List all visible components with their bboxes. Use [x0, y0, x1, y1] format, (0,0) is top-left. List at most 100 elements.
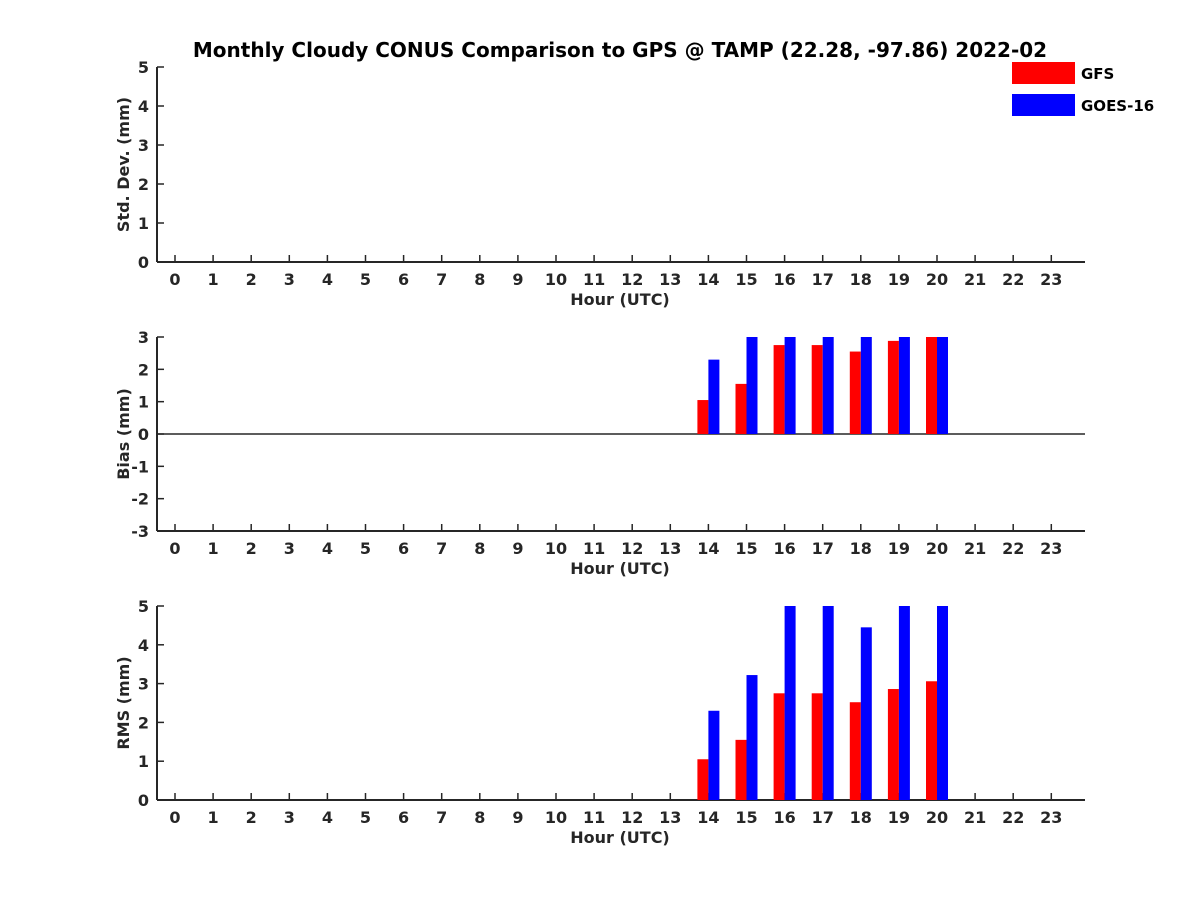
x-tick-label: 2 [246, 539, 257, 558]
bar-goes16-hour-14 [708, 710, 720, 800]
x-tick-label: 8 [474, 808, 485, 827]
x-tick-label: 15 [735, 808, 757, 827]
x-tick-label: 13 [659, 270, 681, 289]
x-tick-label: 20 [926, 270, 948, 289]
x-tick-label: 2 [246, 808, 257, 827]
x-tick-label: 1 [208, 808, 219, 827]
x-tick-label: 0 [169, 539, 180, 558]
x-tick-label: 10 [545, 539, 567, 558]
x-tick-label: 13 [659, 539, 681, 558]
x-tick-label: 18 [850, 808, 872, 827]
bar-gfs-hour-16 [773, 345, 785, 434]
y-tick-label: 2 [138, 360, 149, 379]
y-axis-label: Bias (mm) [114, 388, 133, 480]
y-tick-label: 2 [138, 175, 149, 194]
bar-goes16-hour-14 [708, 359, 720, 434]
x-tick-label: 3 [284, 808, 295, 827]
x-tick-label: 8 [474, 539, 485, 558]
x-tick-label: 14 [697, 808, 719, 827]
bar-goes16-hour-16 [784, 606, 796, 800]
x-tick-label: 18 [850, 270, 872, 289]
y-tick-label: 1 [138, 214, 149, 233]
x-tick-label: 3 [284, 270, 295, 289]
x-axis-label: Hour (UTC) [570, 290, 670, 309]
bar-gfs-hour-14 [697, 759, 709, 800]
x-tick-label: 11 [583, 270, 605, 289]
y-tick-label: 1 [138, 393, 149, 412]
bar-gfs-hour-15 [735, 383, 747, 434]
y-tick-label: 4 [138, 97, 149, 116]
bar-gfs-hour-14 [697, 400, 709, 434]
x-tick-label: 12 [621, 808, 643, 827]
x-tick-label: 23 [1040, 270, 1062, 289]
legend-swatch-goes16 [1012, 94, 1075, 116]
x-tick-label: 15 [735, 539, 757, 558]
x-tick-label: 23 [1040, 808, 1062, 827]
bar-gfs-hour-20 [926, 337, 937, 434]
x-tick-label: 22 [1002, 808, 1024, 827]
y-tick-label: 0 [138, 425, 149, 444]
bar-goes16-hour-17 [822, 337, 834, 434]
x-tick-label: 14 [697, 539, 719, 558]
y-tick-label: 5 [138, 597, 149, 616]
legend-label-gfs: GFS [1081, 65, 1114, 83]
x-tick-label: 17 [812, 808, 834, 827]
x-tick-label: 20 [926, 808, 948, 827]
x-tick-label: 20 [926, 539, 948, 558]
y-tick-label: -1 [131, 457, 149, 476]
legend-label-goes16: GOES-16 [1081, 97, 1154, 115]
x-tick-label: 23 [1040, 539, 1062, 558]
x-tick-label: 11 [583, 808, 605, 827]
x-tick-label: 4 [322, 270, 333, 289]
x-tick-label: 5 [360, 808, 371, 827]
x-tick-label: 6 [398, 808, 409, 827]
x-tick-label: 6 [398, 270, 409, 289]
x-tick-label: 17 [812, 539, 834, 558]
x-tick-label: 22 [1002, 539, 1024, 558]
x-tick-label: 16 [773, 808, 795, 827]
y-tick-label: 4 [138, 636, 149, 655]
bar-gfs-hour-20 [926, 681, 937, 800]
x-tick-label: 4 [322, 539, 333, 558]
x-tick-label: 21 [964, 539, 986, 558]
x-axis-label: Hour (UTC) [570, 559, 670, 578]
bar-goes16-hour-19 [898, 606, 910, 800]
x-tick-label: 5 [360, 270, 371, 289]
x-tick-label: 7 [436, 808, 447, 827]
bar-gfs-hour-18 [849, 702, 861, 800]
x-tick-label: 2 [246, 270, 257, 289]
y-tick-label: 1 [138, 752, 149, 771]
bar-goes16-hour-20 [937, 606, 948, 800]
x-tick-label: 4 [322, 808, 333, 827]
y-tick-label: 2 [138, 713, 149, 732]
bar-goes16-hour-18 [860, 337, 872, 434]
y-tick-label: -3 [131, 522, 149, 541]
chart-title: Monthly Cloudy CONUS Comparison to GPS @… [193, 38, 1047, 62]
bar-gfs-hour-19 [887, 340, 899, 434]
y-tick-label: 0 [138, 253, 149, 272]
x-tick-label: 18 [850, 539, 872, 558]
x-tick-label: 13 [659, 808, 681, 827]
bar-goes16-hour-19 [898, 337, 910, 434]
x-tick-label: 19 [888, 808, 910, 827]
bar-gfs-hour-17 [811, 693, 823, 800]
y-axis-label: RMS (mm) [114, 656, 133, 749]
x-tick-label: 5 [360, 539, 371, 558]
x-tick-label: 21 [964, 808, 986, 827]
x-tick-label: 6 [398, 539, 409, 558]
x-tick-label: 14 [697, 270, 719, 289]
bar-goes16-hour-16 [784, 337, 796, 434]
bar-goes16-hour-17 [822, 606, 834, 800]
bar-goes16-hour-18 [860, 627, 872, 800]
bar-gfs-hour-17 [811, 345, 823, 434]
x-tick-label: 17 [812, 270, 834, 289]
bar-goes16-hour-20 [937, 337, 948, 434]
y-tick-label: 3 [138, 675, 149, 694]
bar-gfs-hour-18 [849, 351, 861, 434]
legend: GFS GOES-16 [1012, 62, 1154, 116]
x-tick-label: 19 [888, 539, 910, 558]
